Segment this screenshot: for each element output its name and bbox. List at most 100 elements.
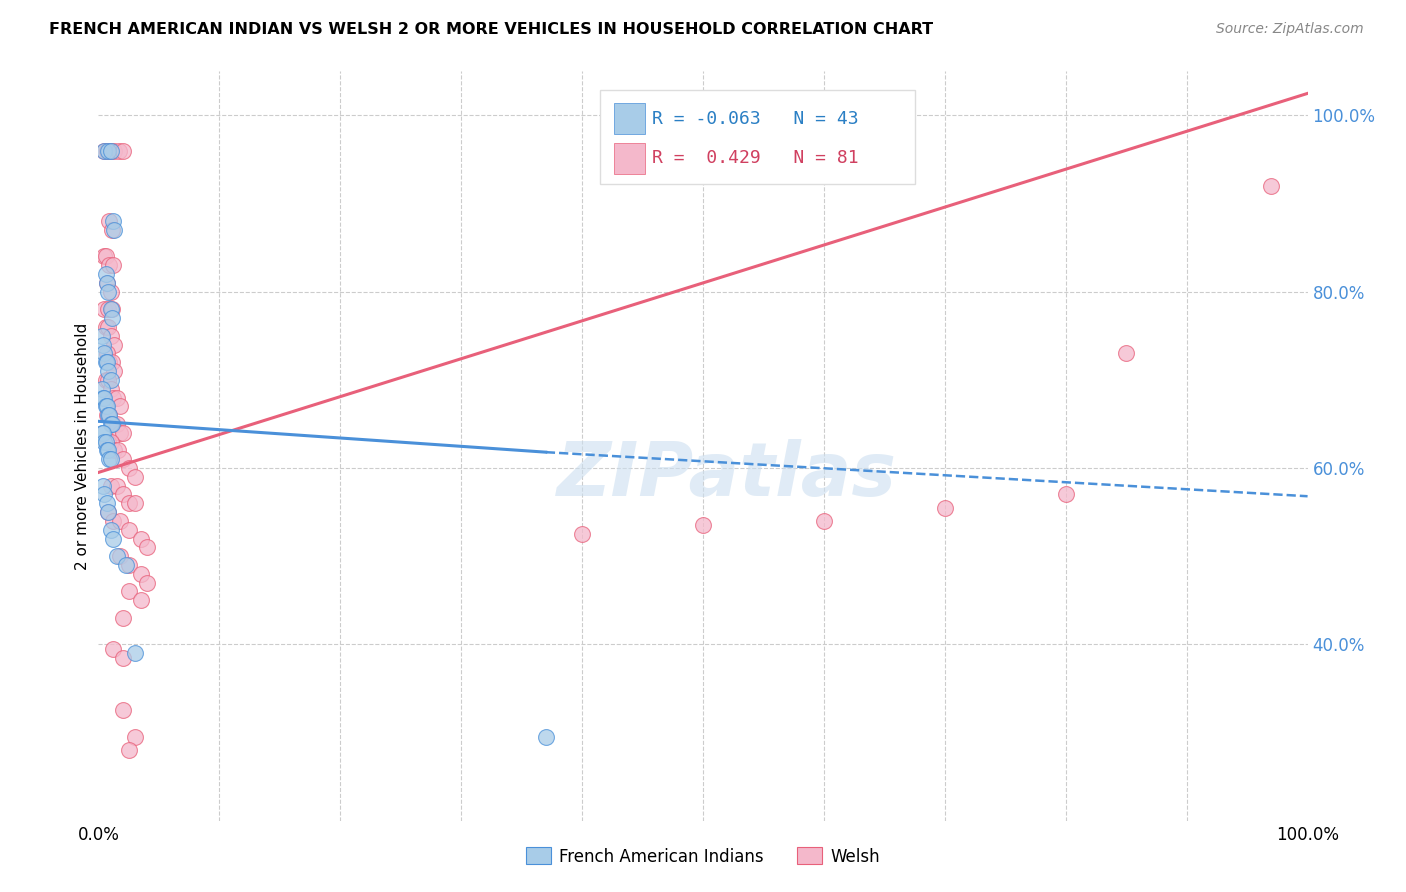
Point	[96, 355, 118, 369]
Point	[118, 496, 141, 510]
Point	[101, 514, 124, 528]
Point	[94, 267, 117, 281]
Point	[100, 434, 122, 449]
Point	[111, 703, 134, 717]
Point	[98, 408, 121, 422]
Point	[118, 523, 141, 537]
Point	[91, 328, 114, 343]
Point	[93, 144, 115, 158]
Text: Source: ZipAtlas.com: Source: ZipAtlas.com	[1216, 22, 1364, 37]
Legend: French American Indians, Welsh: French American Indians, Welsh	[519, 841, 887, 872]
Point	[124, 496, 146, 510]
Point	[91, 425, 114, 440]
Point	[124, 646, 146, 660]
Point	[97, 505, 120, 519]
Point	[100, 417, 122, 431]
Point	[100, 302, 122, 317]
Point	[118, 461, 141, 475]
Point	[135, 541, 157, 555]
Y-axis label: 2 or more Vehicles in Household: 2 or more Vehicles in Household	[75, 322, 90, 570]
Point	[100, 355, 122, 369]
Point	[98, 355, 121, 369]
Point	[108, 425, 131, 440]
Point	[94, 355, 117, 369]
Point	[93, 346, 115, 360]
Point	[97, 302, 120, 317]
Point	[118, 584, 141, 599]
Point	[94, 250, 117, 264]
Point	[100, 373, 122, 387]
Point	[108, 514, 131, 528]
Point	[96, 276, 118, 290]
Point	[101, 391, 124, 405]
Point	[105, 391, 128, 405]
Point	[96, 496, 118, 510]
Point	[97, 505, 120, 519]
Point	[934, 500, 956, 515]
FancyBboxPatch shape	[600, 90, 915, 184]
Point	[1054, 487, 1077, 501]
Point	[692, 518, 714, 533]
Point	[100, 478, 122, 492]
Text: R =  0.429   N = 81: R = 0.429 N = 81	[652, 149, 859, 168]
Point	[111, 452, 134, 467]
Point	[97, 144, 120, 158]
Point	[100, 328, 122, 343]
Point	[97, 285, 120, 299]
FancyBboxPatch shape	[613, 143, 645, 174]
Point	[94, 400, 117, 414]
Point	[103, 223, 125, 237]
Point	[115, 558, 138, 572]
Point	[101, 214, 124, 228]
Point	[98, 452, 121, 467]
Point	[91, 337, 114, 351]
Point	[107, 443, 129, 458]
Point	[108, 549, 131, 564]
Point	[97, 408, 120, 422]
Text: R = -0.063   N = 43: R = -0.063 N = 43	[652, 110, 859, 128]
Point	[97, 364, 120, 378]
Point	[103, 337, 125, 351]
Point	[101, 641, 124, 656]
Point	[100, 144, 122, 158]
Point	[124, 470, 146, 484]
Point	[124, 730, 146, 744]
Point	[98, 258, 121, 272]
Text: ZIPatlas: ZIPatlas	[557, 440, 897, 513]
Point	[118, 558, 141, 572]
Point	[813, 514, 835, 528]
Point	[108, 400, 131, 414]
Point	[91, 391, 114, 405]
Point	[129, 532, 152, 546]
Point	[96, 144, 118, 158]
Point	[571, 527, 593, 541]
Point	[129, 593, 152, 607]
Point	[98, 214, 121, 228]
Point	[103, 443, 125, 458]
Point	[91, 478, 114, 492]
FancyBboxPatch shape	[613, 103, 645, 135]
Point	[105, 549, 128, 564]
Point	[135, 575, 157, 590]
Point	[105, 478, 128, 492]
Point	[1115, 346, 1137, 360]
Point	[1175, 836, 1198, 850]
Point	[108, 144, 131, 158]
Point	[111, 144, 134, 158]
Point	[101, 258, 124, 272]
Point	[100, 144, 122, 158]
Point	[103, 144, 125, 158]
Point	[111, 487, 134, 501]
Point	[105, 417, 128, 431]
Point	[93, 302, 115, 317]
Point	[93, 391, 115, 405]
Point	[100, 302, 122, 317]
Point	[93, 250, 115, 264]
Point	[97, 434, 120, 449]
Point	[111, 650, 134, 665]
Point	[96, 276, 118, 290]
Point	[100, 417, 122, 431]
Point	[1260, 178, 1282, 193]
Point	[93, 144, 115, 158]
Point	[93, 487, 115, 501]
